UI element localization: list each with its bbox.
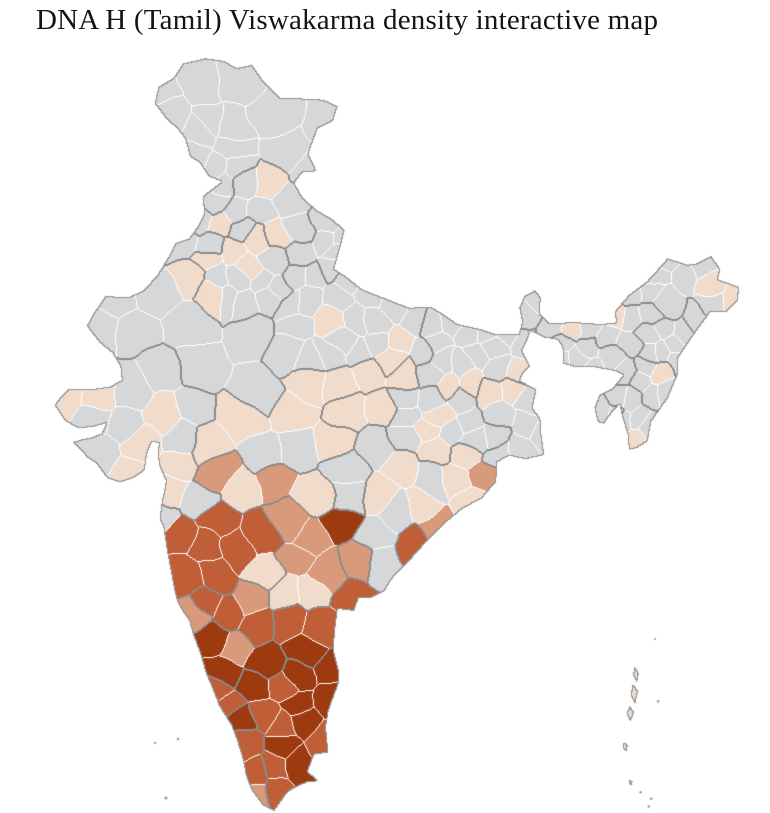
page-title: DNA H (Tamil) Viswakarma density interac… bbox=[36, 4, 659, 36]
